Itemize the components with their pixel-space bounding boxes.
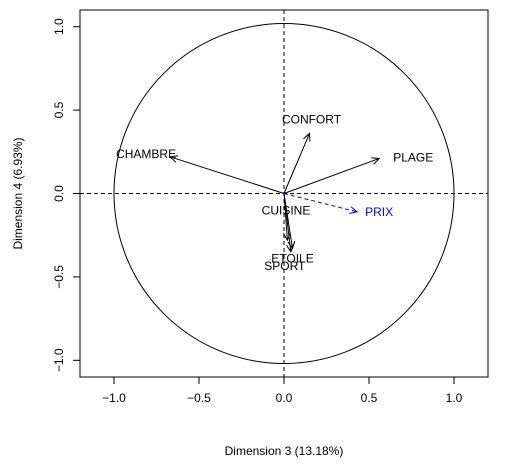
y-axis: −1.0 −0.5 0.0 0.5 1.0 [52,18,81,372]
x-tick-label: 0.0 [276,391,293,405]
arrow-chambre [169,155,285,194]
arrow-confort [283,132,311,194]
variable-label-prix: PRIX [365,205,393,219]
y-tick-label: 0.5 [52,101,66,118]
arrow-shaft [283,193,292,252]
arrow-head [286,244,294,254]
arrow-head [371,157,381,165]
variable-label-chambre: CHAMBRE [116,147,176,161]
arrow-plage [283,157,381,194]
x-axis-title: Dimension 3 (13.18%) [225,444,344,458]
x-tick-label: 1.0 [446,391,463,405]
arrow-shaft [283,133,310,194]
x-tick-label: −0.5 [187,391,211,405]
variable-label-sport: SPORT [264,259,306,273]
x-axis: −1.0 −0.5 0.0 0.5 1.0 [102,376,463,405]
y-tick-label: −0.5 [52,265,66,289]
variable-label-plage: PLAGE [393,150,433,164]
arrow-sport [283,193,294,254]
y-tick-label: −1.0 [52,348,66,372]
unit-circle [113,23,455,364]
arrow-head [349,206,359,214]
variable-label-etoile: ETOILE [271,252,313,266]
variable-arrows [169,132,381,254]
variable-label-confort: CONFORT [282,112,342,126]
arrow-shaft [283,193,358,213]
x-tick-label: −1.0 [102,391,126,405]
variable-label-cuisine: CUISINE [262,204,311,218]
arrow-head [169,155,179,163]
arrow-head [303,132,311,142]
arrow-prix [283,193,359,214]
arrow-shaft [283,157,380,194]
x-tick-label: 0.5 [361,391,378,405]
y-tick-label: 0.0 [52,185,66,202]
y-axis-title: Dimension 4 (6.93%) [11,137,25,249]
y-tick-label: 1.0 [52,18,66,35]
arrow-shaft [169,156,285,194]
